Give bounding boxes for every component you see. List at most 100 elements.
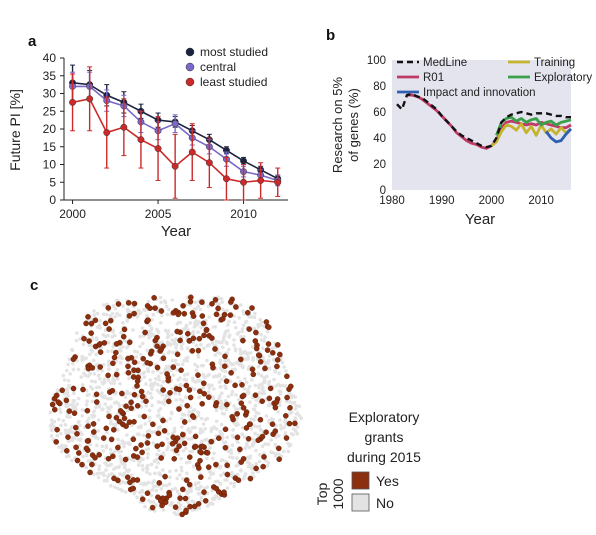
gray-point (174, 468, 178, 473)
highlight-point (227, 312, 234, 318)
highlight-point (260, 463, 267, 470)
gray-point (98, 326, 102, 330)
gray-point (140, 326, 145, 331)
gray-point (196, 304, 200, 309)
gray-point (111, 345, 116, 349)
gray-point (196, 353, 200, 357)
highlight-point (244, 309, 251, 316)
gray-point (75, 331, 79, 335)
gray-point (278, 453, 283, 458)
highlight-point (111, 354, 118, 361)
highlight-point (131, 359, 138, 366)
gray-point (165, 312, 170, 317)
highlight-point (213, 461, 219, 468)
chart-c-legend-title-line1: Exploratory (349, 409, 420, 425)
gray-point (81, 454, 85, 459)
gray-point (266, 358, 271, 363)
highlight-point (265, 324, 272, 331)
highlight-point (240, 404, 247, 411)
gray-point (178, 397, 183, 402)
gray-point (270, 346, 274, 351)
gray-point (279, 427, 283, 431)
gray-point (135, 495, 139, 500)
gray-point (102, 303, 106, 307)
gray-point (249, 417, 254, 421)
highlight-point (74, 430, 80, 437)
highlight-point (65, 434, 71, 440)
gray-point (140, 341, 145, 346)
highlight-point (131, 367, 137, 374)
gray-point (176, 501, 181, 505)
gray-point (112, 381, 116, 386)
highlight-point (133, 445, 139, 452)
gray-point (151, 384, 155, 388)
gray-point (251, 471, 255, 475)
gray-point (113, 307, 118, 311)
gray-point (80, 383, 85, 387)
gray-point (75, 359, 79, 363)
highlight-point (139, 393, 146, 400)
highlight-point (205, 394, 212, 401)
gray-point (224, 407, 229, 412)
gray-point (220, 435, 225, 440)
chart-a-y-tick-label: 10 (43, 158, 57, 172)
gray-point (175, 342, 179, 347)
gray-point (125, 307, 130, 312)
highlight-point (183, 507, 189, 514)
gray-point (122, 465, 127, 470)
gray-point (250, 345, 255, 349)
highlight-point (199, 299, 205, 306)
gray-point (288, 411, 292, 416)
gray-point (118, 313, 122, 318)
highlight-point (283, 435, 290, 441)
gray-point (175, 489, 180, 494)
highlight-point (170, 309, 177, 316)
gray-point (256, 372, 261, 376)
gray-point (229, 481, 233, 486)
gray-point (264, 414, 269, 418)
gray-point (105, 478, 109, 483)
highlight-point (130, 485, 136, 492)
highlight-point (186, 454, 193, 460)
gray-point (86, 459, 91, 463)
gray-point (165, 437, 169, 441)
gray-point (102, 380, 107, 385)
gray-point (146, 480, 151, 485)
gray-point (123, 490, 128, 494)
gray-point (241, 309, 245, 313)
gray-point (167, 349, 171, 354)
gray-point (234, 393, 238, 397)
highlight-point (213, 485, 220, 492)
gray-point (222, 441, 226, 445)
gray-point (245, 455, 250, 460)
gray-point (73, 405, 78, 409)
gray-point (183, 373, 187, 377)
highlight-point (247, 475, 254, 482)
gray-point (161, 508, 166, 512)
gray-point (278, 423, 283, 428)
gray-point (193, 387, 197, 392)
highlight-point (240, 392, 247, 399)
highlight-point (195, 465, 202, 471)
highlight-point (92, 454, 98, 461)
gray-point (147, 335, 151, 340)
gray-point (278, 392, 283, 396)
gray-point (263, 335, 267, 340)
gray-point (101, 333, 106, 337)
gray-point (212, 451, 216, 456)
gray-point (248, 400, 252, 405)
highlight-point (70, 356, 77, 363)
gray-point (126, 469, 130, 474)
gray-point (91, 415, 95, 420)
gray-point (291, 432, 295, 437)
gray-point (143, 422, 148, 426)
gray-point (125, 319, 129, 323)
series-line-impact-and-innovation (545, 127, 573, 144)
gray-point (100, 444, 105, 449)
gray-point (107, 473, 111, 477)
gray-point (223, 384, 227, 388)
highlight-point (238, 459, 244, 465)
gray-point (170, 387, 174, 391)
panel-label-b: b (326, 27, 335, 44)
gray-point (201, 422, 206, 426)
